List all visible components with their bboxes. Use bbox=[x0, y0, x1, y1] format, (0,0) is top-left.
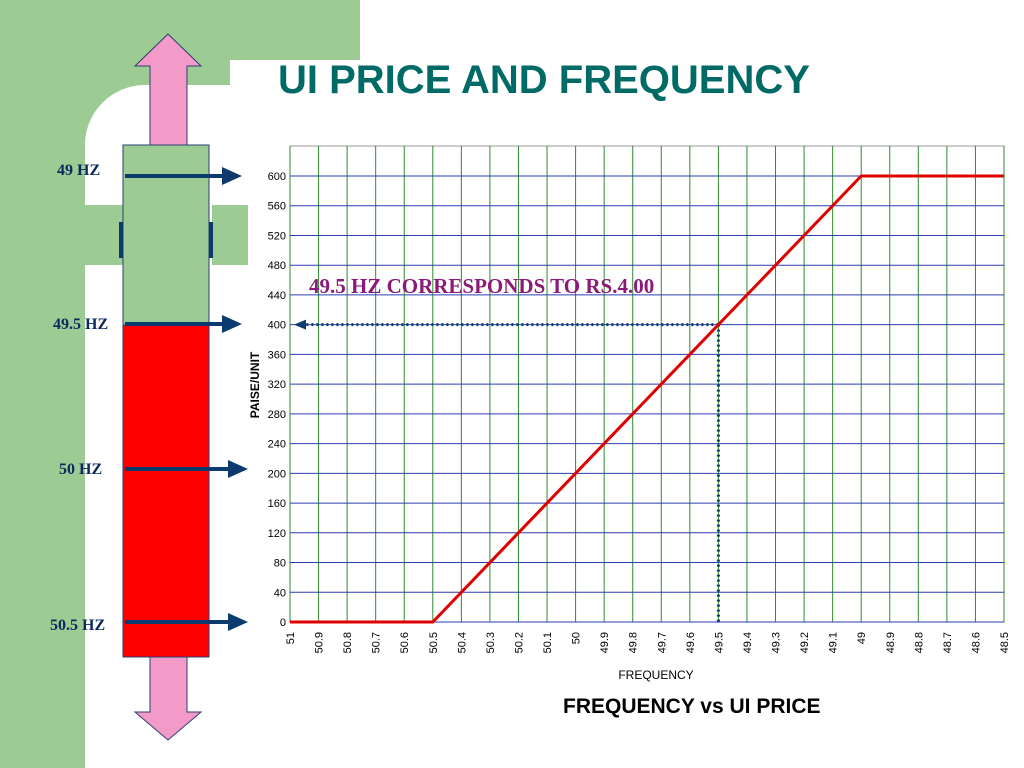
green-tab-left bbox=[85, 205, 125, 265]
x-tick-label: 50.8 bbox=[342, 632, 354, 653]
x-tick-label: 50 bbox=[571, 632, 583, 644]
label-49-5hz: 49.5 HZ bbox=[53, 316, 109, 333]
y-tick-label: 80 bbox=[274, 558, 286, 570]
x-tick-label: 50.9 bbox=[314, 632, 326, 653]
x-tick-label: 50.5 bbox=[428, 632, 440, 653]
arrow-49hz bbox=[125, 167, 242, 185]
x-tick-label: 48.9 bbox=[885, 632, 897, 653]
x-tick-label: 50.1 bbox=[542, 632, 554, 653]
green-tab-right bbox=[212, 205, 248, 265]
label-50-5hz: 50.5 HZ bbox=[50, 617, 106, 634]
x-tick-label: 49 bbox=[856, 632, 868, 644]
y-tick-label: 440 bbox=[268, 290, 286, 302]
x-tick-label: 50.7 bbox=[371, 632, 383, 653]
price-line bbox=[290, 174, 1004, 624]
x-tick-label: 49.1 bbox=[828, 632, 840, 653]
y-tick-label: 280 bbox=[268, 409, 286, 421]
y-tick-label: 480 bbox=[268, 260, 286, 272]
y-tick-label: 600 bbox=[268, 171, 286, 183]
x-tick-label: 48.6 bbox=[970, 632, 982, 653]
y-tick-label: 240 bbox=[268, 439, 286, 451]
y-axis-label: PAISE/UNIT bbox=[248, 351, 262, 418]
y-tick-label: 520 bbox=[268, 230, 286, 242]
chart-grid bbox=[289, 145, 1005, 623]
arrow-49-5hz bbox=[125, 315, 242, 333]
y-tick-label: 560 bbox=[268, 201, 286, 213]
arrow-50-5hz bbox=[125, 613, 248, 631]
x-tick-label: 49.7 bbox=[656, 632, 668, 653]
y-tick-label: 320 bbox=[268, 379, 286, 391]
arrow-50hz bbox=[125, 460, 248, 478]
y-tick-labels: 0 40 80 120 160 200 240 280 320 360 400 440 480 520 56… bbox=[268, 171, 286, 629]
x-tick-label: 50.4 bbox=[456, 632, 468, 653]
x-tick-label: 48.8 bbox=[913, 632, 925, 653]
frequency-scale-graphic bbox=[119, 33, 248, 741]
down-arrow bbox=[133, 655, 203, 741]
x-tick-label: 51 bbox=[285, 632, 297, 644]
y-tick-label: 160 bbox=[268, 498, 286, 510]
x-tick-labels: 51 50.9 50.8 50.7 50.6 50.5 50.4 50.3 50.2 50.1 50… bbox=[285, 632, 1011, 653]
y-tick-label: 200 bbox=[268, 468, 286, 480]
reference-arrowhead bbox=[294, 319, 306, 330]
x-tick-label: 49.2 bbox=[799, 632, 811, 653]
x-tick-label: 49.5 bbox=[713, 632, 725, 653]
x-tick-label: 49.6 bbox=[685, 632, 697, 653]
y-tick-label: 0 bbox=[280, 617, 286, 629]
y-tick-label: 120 bbox=[268, 528, 286, 540]
label-49hz: 49 HZ bbox=[57, 162, 101, 179]
red-band bbox=[122, 324, 210, 658]
reference-lines bbox=[294, 319, 720, 622]
x-tick-label: 50.2 bbox=[513, 632, 525, 653]
label-50hz: 50 HZ bbox=[59, 461, 103, 478]
x-tick-label: 48.7 bbox=[942, 632, 954, 653]
y-tick-label: 40 bbox=[274, 587, 286, 599]
chart-title: FREQUENCY vs UI PRICE bbox=[563, 695, 821, 718]
y-tick-label: 400 bbox=[268, 320, 286, 332]
slide-title: UI PRICE AND FREQUENCY bbox=[278, 58, 810, 102]
x-tick-label: 49.4 bbox=[742, 632, 754, 653]
x-tick-label: 49.8 bbox=[628, 632, 640, 653]
x-tick-label: 49.9 bbox=[599, 632, 611, 653]
annotation-text: 49.5 HZ CORRESPONDS TO RS.4.00 bbox=[309, 274, 655, 298]
x-tick-label: 50.6 bbox=[399, 632, 411, 653]
x-tick-label: 48.5 bbox=[999, 632, 1011, 653]
series-lines bbox=[290, 174, 1004, 624]
x-axis-label: FREQUENCY bbox=[618, 668, 693, 682]
green-left-panel bbox=[0, 0, 85, 768]
x-tick-label: 49.3 bbox=[771, 632, 783, 653]
x-tick-label: 50.3 bbox=[485, 632, 497, 653]
y-tick-label: 360 bbox=[268, 349, 286, 361]
